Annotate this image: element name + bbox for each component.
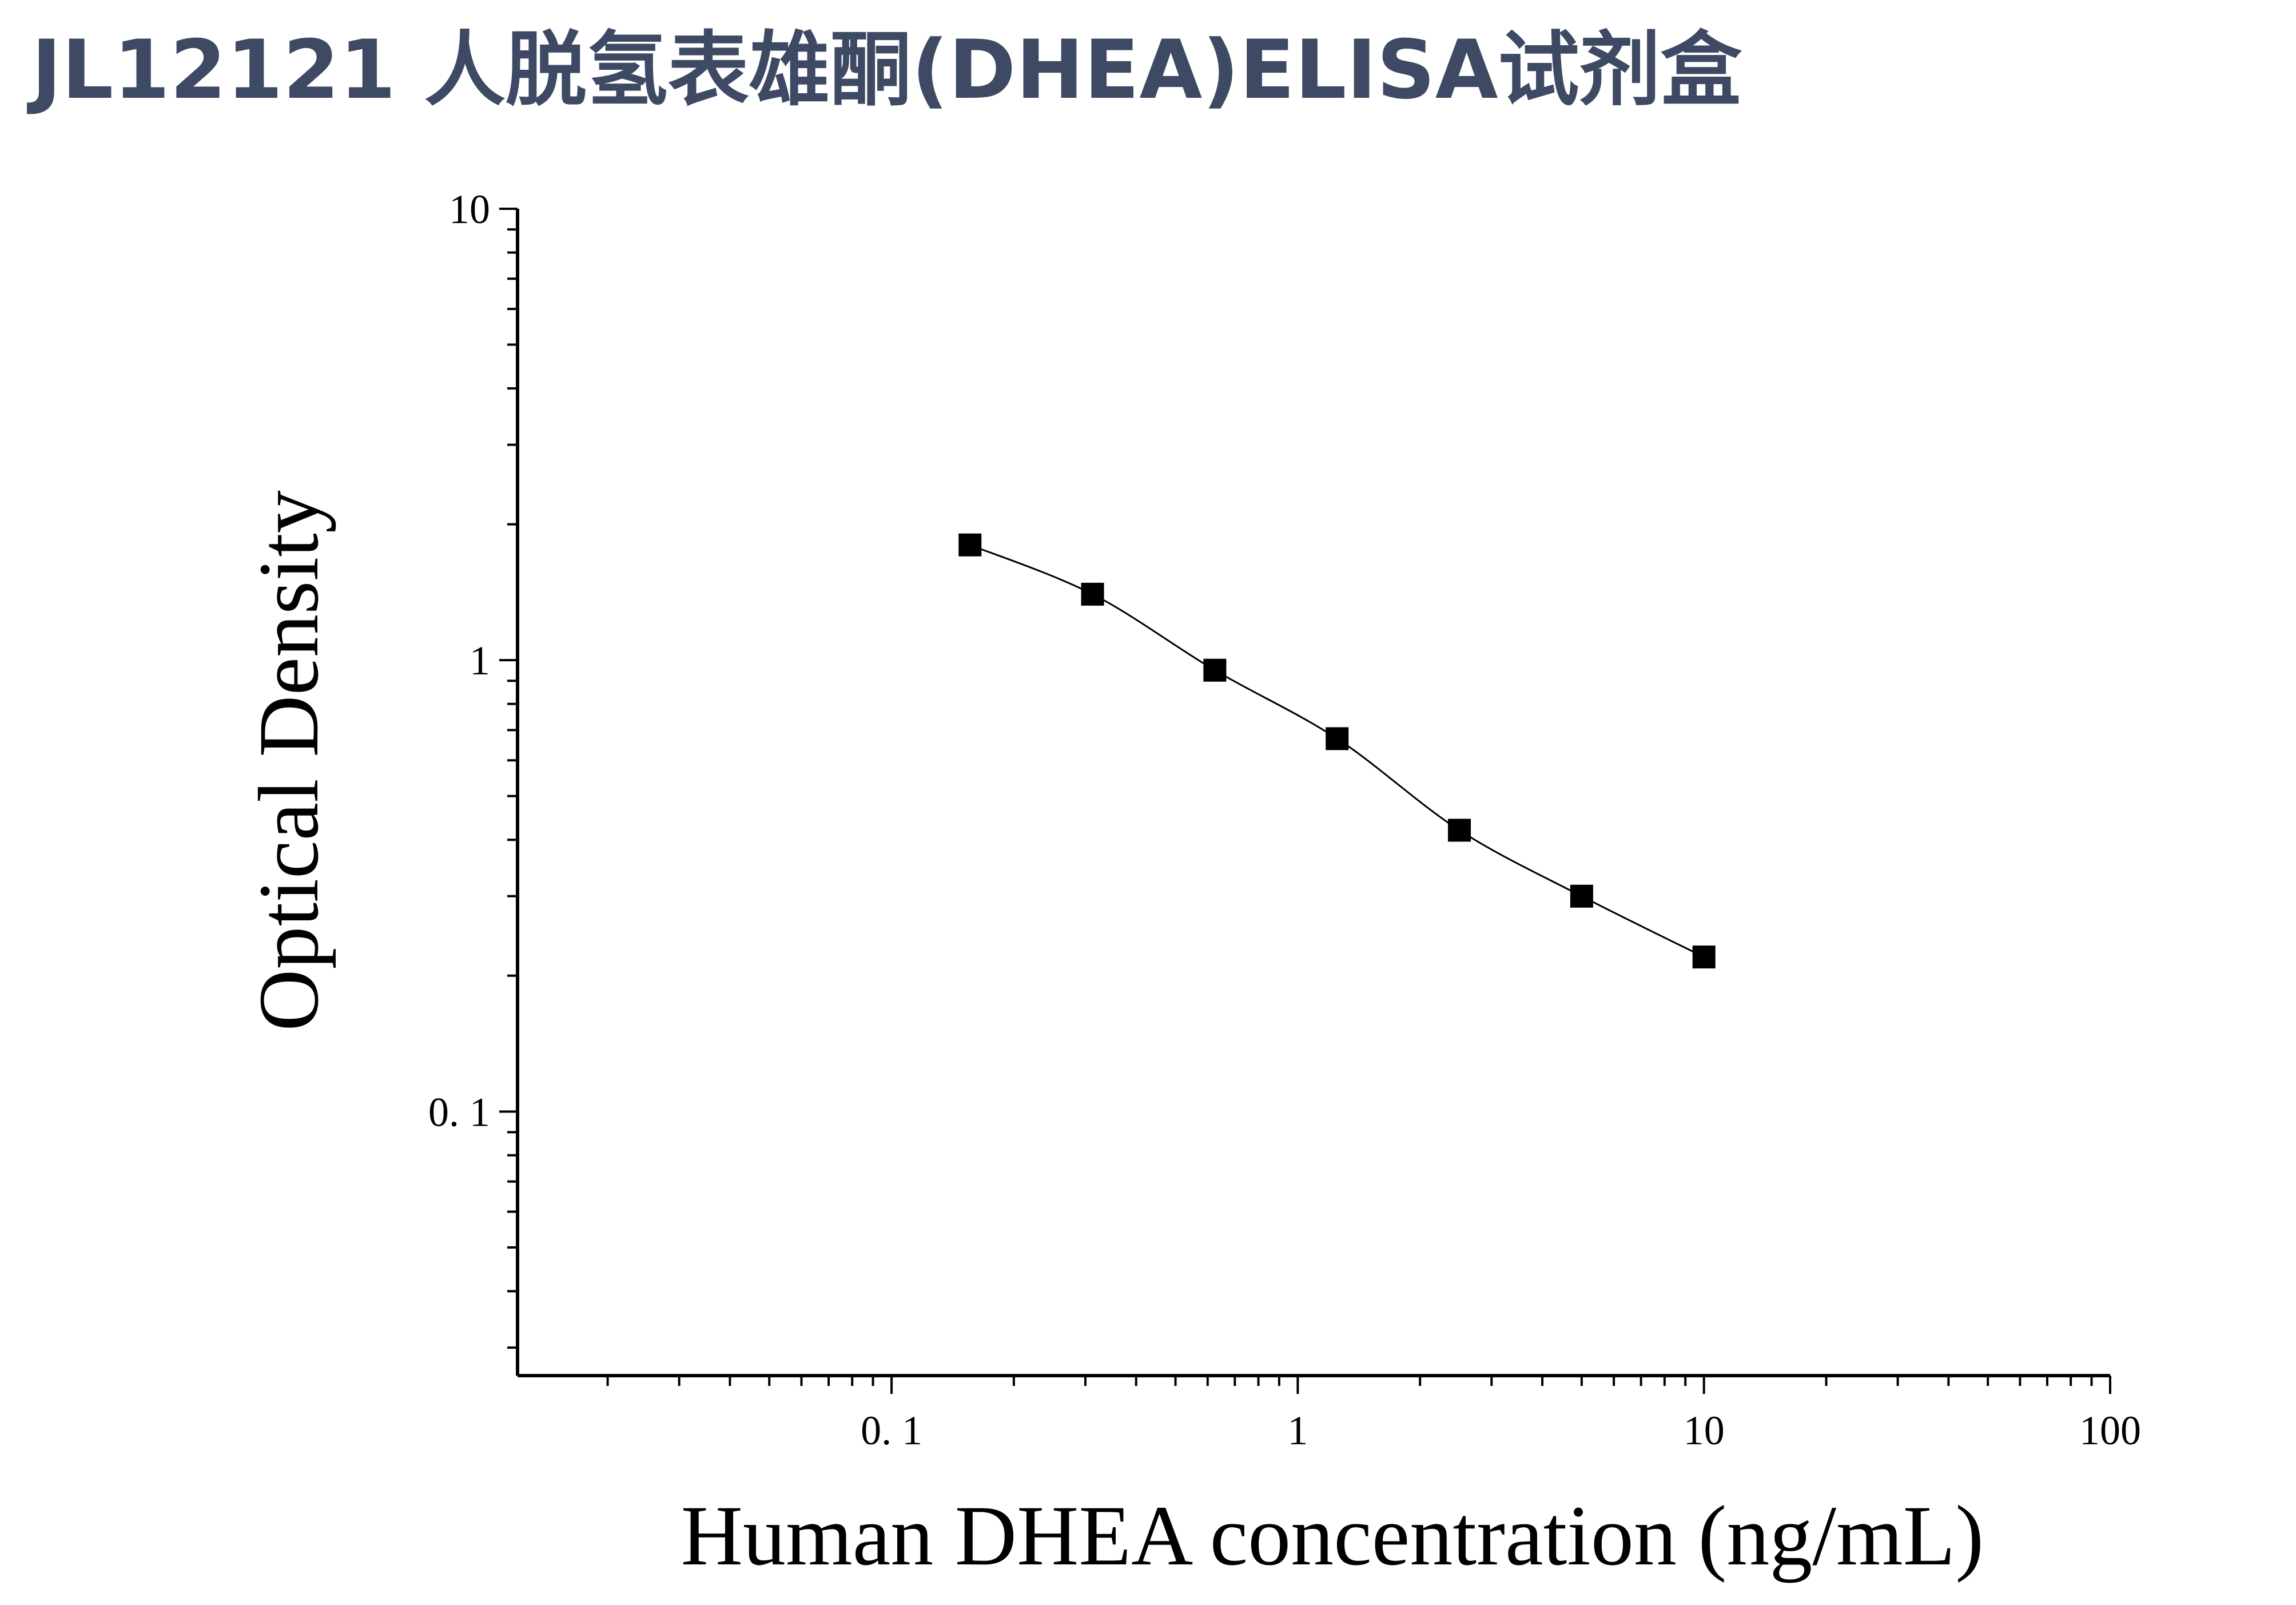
- y-axis-title: Optical Density: [241, 490, 336, 1031]
- data-point: [958, 533, 982, 557]
- y-axis-ticks: 0. 1 1 10: [428, 186, 518, 1349]
- data-point: [1081, 582, 1104, 606]
- x-axis-ticks: 0. 1 1 10 100: [606, 1376, 2141, 1453]
- data-points: [958, 533, 1716, 969]
- x-tick-label: 0. 1: [861, 1408, 922, 1453]
- fit-curve: [969, 544, 1705, 958]
- y-tick-label: 0. 1: [428, 1089, 490, 1135]
- page-title: JL12121 人脱氢表雄酮(DHEA)ELISA试剂盒: [31, 23, 1742, 117]
- data-point: [1326, 727, 1349, 750]
- data-point: [1692, 945, 1716, 969]
- y-tick-label: 1: [469, 638, 490, 684]
- x-axis-title: Human DHEA concentration (ng/mL): [681, 1488, 1984, 1583]
- x-tick-label: 100: [2079, 1408, 2141, 1453]
- data-point: [1448, 819, 1471, 842]
- x-tick-label: 1: [1287, 1408, 1308, 1453]
- data-point: [1203, 658, 1227, 682]
- axes: [516, 209, 2110, 1377]
- data-point: [1570, 884, 1593, 908]
- x-tick-label: 10: [1684, 1408, 1725, 1453]
- y-tick-label: 10: [449, 186, 490, 232]
